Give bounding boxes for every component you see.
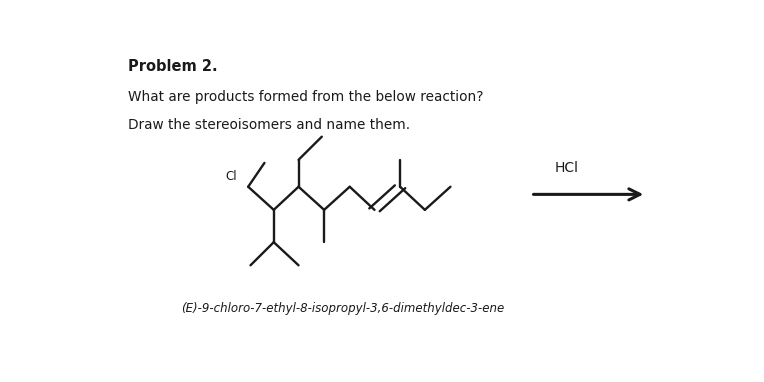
Text: Draw the stereoisomers and name them.: Draw the stereoisomers and name them.	[128, 118, 410, 132]
Text: Cl: Cl	[225, 170, 238, 183]
Text: HCl: HCl	[554, 161, 578, 175]
Text: Problem 2.: Problem 2.	[128, 59, 218, 74]
Text: What are products formed from the below reaction?: What are products formed from the below …	[128, 90, 484, 104]
Text: (E)-9-chloro-7-ethyl-8-isopropyl-3,6-dimethyldec-3-ene: (E)-9-chloro-7-ethyl-8-isopropyl-3,6-dim…	[181, 302, 504, 315]
